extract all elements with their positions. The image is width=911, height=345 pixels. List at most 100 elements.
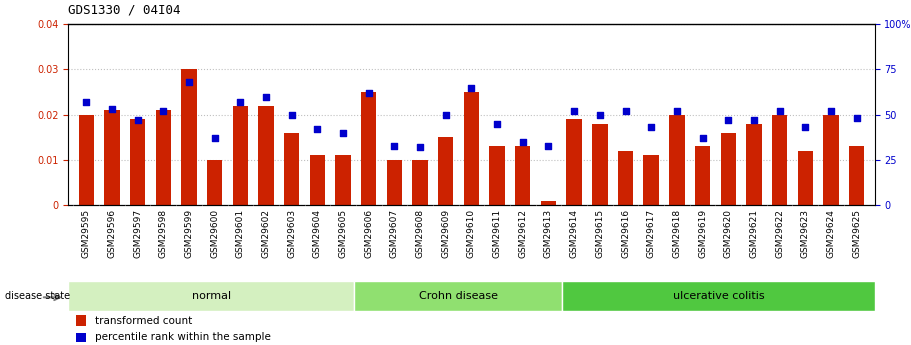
- Text: normal: normal: [192, 291, 230, 301]
- Point: [413, 145, 427, 150]
- Text: GSM29607: GSM29607: [390, 209, 399, 258]
- Point: [670, 108, 684, 114]
- Text: GSM29609: GSM29609: [441, 209, 450, 258]
- Text: GSM29601: GSM29601: [236, 209, 245, 258]
- Point: [387, 143, 402, 148]
- Bar: [515, 146, 530, 205]
- Point: [567, 108, 581, 114]
- Text: GSM29620: GSM29620: [723, 209, 732, 258]
- Point: [824, 108, 838, 114]
- Point: [592, 112, 607, 117]
- Point: [105, 107, 119, 112]
- Bar: [354, 281, 562, 310]
- Bar: [464, 92, 479, 205]
- Text: GSM29610: GSM29610: [467, 209, 476, 258]
- Text: GSM29614: GSM29614: [569, 209, 578, 258]
- Point: [310, 127, 324, 132]
- Bar: [489, 146, 505, 205]
- Point: [181, 79, 196, 85]
- Text: GSM29611: GSM29611: [493, 209, 502, 258]
- Text: Crohn disease: Crohn disease: [419, 291, 498, 301]
- Text: GSM29597: GSM29597: [133, 209, 142, 258]
- Point: [541, 143, 556, 148]
- Point: [233, 99, 248, 105]
- Bar: [670, 115, 684, 205]
- Bar: [592, 124, 608, 205]
- Bar: [284, 133, 300, 205]
- Text: GSM29622: GSM29622: [775, 209, 784, 258]
- Bar: [156, 110, 171, 205]
- Text: GSM29596: GSM29596: [107, 209, 117, 258]
- Bar: [695, 146, 711, 205]
- Text: GSM29605: GSM29605: [339, 209, 348, 258]
- Point: [79, 99, 94, 105]
- Point: [208, 136, 222, 141]
- Point: [619, 108, 633, 114]
- Bar: [386, 160, 402, 205]
- Bar: [335, 156, 351, 205]
- Point: [156, 108, 170, 114]
- Bar: [772, 115, 787, 205]
- Bar: [562, 281, 875, 310]
- Bar: [310, 156, 325, 205]
- Bar: [413, 160, 428, 205]
- Text: GSM29608: GSM29608: [415, 209, 425, 258]
- Bar: [438, 137, 454, 205]
- Bar: [77, 333, 86, 342]
- Text: ulcerative colitis: ulcerative colitis: [672, 291, 764, 301]
- Bar: [68, 281, 354, 310]
- Text: GSM29598: GSM29598: [159, 209, 168, 258]
- Text: GSM29621: GSM29621: [750, 209, 758, 258]
- Point: [516, 139, 530, 145]
- Bar: [797, 151, 813, 205]
- Bar: [618, 151, 633, 205]
- Point: [464, 85, 479, 90]
- Point: [644, 125, 659, 130]
- Bar: [361, 92, 376, 205]
- Text: GSM29612: GSM29612: [518, 209, 527, 258]
- Point: [798, 125, 813, 130]
- Text: GSM29603: GSM29603: [287, 209, 296, 258]
- Text: GSM29623: GSM29623: [801, 209, 810, 258]
- Text: GSM29613: GSM29613: [544, 209, 553, 258]
- Point: [747, 117, 762, 123]
- Text: GSM29625: GSM29625: [852, 209, 861, 258]
- Text: GSM29595: GSM29595: [82, 209, 91, 258]
- Bar: [77, 315, 86, 326]
- Bar: [541, 201, 557, 205]
- Text: GSM29604: GSM29604: [312, 209, 322, 258]
- Text: percentile rank within the sample: percentile rank within the sample: [95, 332, 271, 342]
- Bar: [746, 124, 762, 205]
- Bar: [207, 160, 222, 205]
- Text: GSM29606: GSM29606: [364, 209, 374, 258]
- Bar: [259, 106, 273, 205]
- Point: [130, 117, 145, 123]
- Text: GSM29618: GSM29618: [672, 209, 681, 258]
- Text: GSM29619: GSM29619: [698, 209, 707, 258]
- Text: GSM29602: GSM29602: [261, 209, 271, 258]
- Point: [336, 130, 351, 136]
- Point: [284, 112, 299, 117]
- Point: [438, 112, 453, 117]
- Bar: [181, 69, 197, 205]
- Point: [849, 116, 864, 121]
- Point: [721, 117, 735, 123]
- Text: transformed count: transformed count: [95, 316, 192, 326]
- Point: [695, 136, 710, 141]
- Bar: [104, 110, 119, 205]
- Bar: [78, 115, 94, 205]
- Bar: [567, 119, 582, 205]
- Point: [773, 108, 787, 114]
- Text: GDS1330 / 04I04: GDS1330 / 04I04: [68, 3, 180, 17]
- Bar: [849, 146, 865, 205]
- Text: GSM29615: GSM29615: [595, 209, 604, 258]
- Text: GSM29617: GSM29617: [647, 209, 656, 258]
- Bar: [643, 156, 659, 205]
- Bar: [130, 119, 146, 205]
- Point: [259, 94, 273, 99]
- Text: GSM29616: GSM29616: [621, 209, 630, 258]
- Text: GSM29600: GSM29600: [210, 209, 220, 258]
- Point: [490, 121, 505, 127]
- Bar: [232, 106, 248, 205]
- Bar: [824, 115, 839, 205]
